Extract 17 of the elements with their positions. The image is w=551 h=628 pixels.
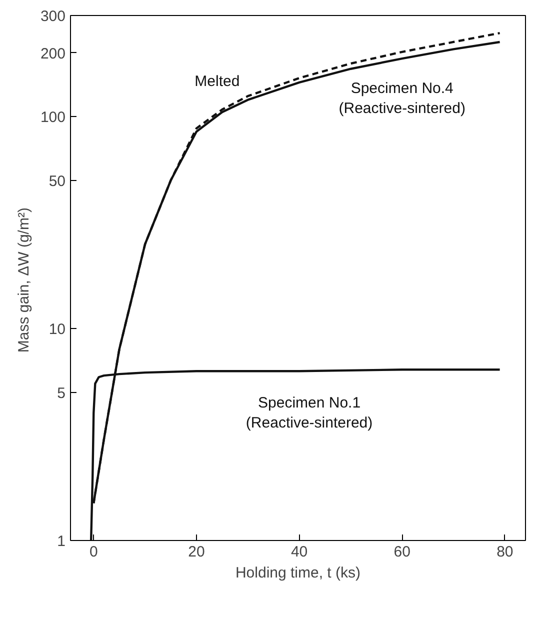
series-label: Melted xyxy=(194,73,240,90)
x-tick-label: 20 xyxy=(188,544,205,560)
y-tick-label: 50 xyxy=(48,172,66,190)
y-tick-label: 5 xyxy=(57,384,66,402)
x-axis-title: Holding time, t (ks) xyxy=(235,564,361,582)
x-tick-label: 80 xyxy=(496,544,514,560)
x-tick-label: 60 xyxy=(394,544,410,560)
x-tick-label: 0 xyxy=(89,544,98,560)
y-tick-label: 300 xyxy=(40,8,66,25)
series-label: Specimen No.4 (Reactive-sintered) xyxy=(338,80,466,118)
y-tick-label: 10 xyxy=(48,321,66,338)
x-tick-label: 40 xyxy=(290,544,308,560)
y-tick-label: 200 xyxy=(40,45,66,62)
series-label: Specimen No.1 (Reactive-sintered) xyxy=(246,394,373,432)
y-tick-label: 1 xyxy=(57,533,66,550)
y-axis-title: Mass gain, ΔW (g/m²) xyxy=(15,208,32,353)
y-tick-label: 100 xyxy=(40,109,66,126)
